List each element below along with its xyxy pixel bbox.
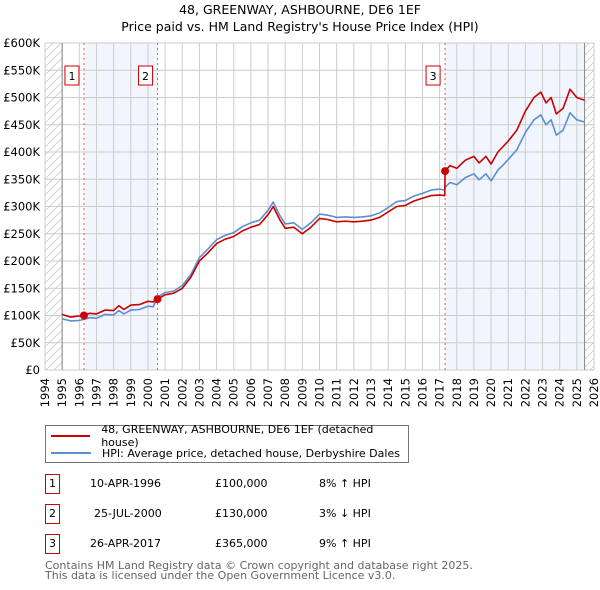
x-tick-label: 2011 — [330, 378, 344, 407]
x-tick-label: 2013 — [364, 378, 378, 407]
x-tick-label: 2018 — [450, 378, 464, 407]
x-tick-label: 2024 — [553, 378, 567, 407]
x-tick-label: 1994 — [38, 378, 52, 407]
series-group — [61, 88, 585, 322]
x-tick-label: 2019 — [467, 378, 481, 407]
y-tick-label: £500K — [3, 91, 40, 105]
sale-number: 3 — [45, 534, 60, 554]
sale-hpi-diff: 9% ↑ HPI — [319, 537, 371, 550]
x-tick-label: 2016 — [415, 378, 429, 407]
x-tick-label: 1999 — [124, 378, 138, 407]
legend-swatch-red — [51, 435, 91, 437]
y-tick-label: £50K — [11, 336, 41, 350]
x-tick-label: 2025 — [570, 378, 584, 407]
legend-item-hpi: HPI: Average price, detached house, Derb… — [46, 445, 400, 461]
y-tick-label: £600K — [3, 36, 40, 50]
sale-label-box — [64, 65, 80, 86]
sale-date: 26-APR-2017 — [90, 537, 162, 550]
chart-title: 48, GREENWAY, ASHBOURNE, DE6 1EF — [179, 2, 421, 17]
x-tick-label: 1998 — [107, 378, 121, 407]
x-tick-label: 1997 — [89, 378, 103, 407]
sale-row: 1 10-APR-1996 £100,000 8% ↑ HPI — [45, 474, 445, 494]
y-tick-label: £300K — [3, 200, 40, 214]
sale-number: 2 — [45, 504, 60, 524]
y-tick-label: £350K — [3, 172, 40, 186]
x-tick-label: 2022 — [518, 378, 532, 407]
legend-label: 48, GREENWAY, ASHBOURNE, DE6 1EF (detach… — [101, 423, 374, 449]
hpi-line — [62, 112, 585, 322]
x-tick-label: 2012 — [347, 378, 361, 407]
legend: 48, GREENWAY, ASHBOURNE, DE6 1EF (detach… — [45, 423, 409, 463]
sale-hpi-diff: 3% ↓ HPI — [319, 507, 371, 520]
sale-label-number: 3 — [430, 70, 437, 83]
sale-point — [79, 311, 88, 320]
y-tick-label: £550K — [3, 63, 40, 77]
sale-point — [153, 295, 162, 304]
x-tick-label: 2021 — [501, 378, 515, 407]
footer-copyright: Contains HM Land Registry data © Crown c… — [45, 559, 473, 572]
sale-label-number: 2 — [142, 70, 149, 83]
x-tick-label: 2010 — [313, 378, 327, 407]
sale-date: 25-JUL-2000 — [94, 507, 162, 520]
sale-hpi-diff: 8% ↑ HPI — [319, 477, 371, 490]
y-tick-label: £150K — [3, 281, 40, 295]
x-tick-label: 2002 — [175, 378, 189, 407]
x-tick-label: 2026 — [587, 378, 600, 407]
x-tick-label: 2017 — [433, 378, 447, 407]
sale-price: £100,000 — [215, 477, 268, 490]
x-tick-label: 2014 — [381, 378, 395, 407]
legend-label: HPI: Average price, detached house, Derb… — [102, 446, 400, 460]
sale-row: 3 26-APR-2017 £365,000 9% ↑ HPI — [45, 534, 445, 554]
sale-price: £130,000 — [215, 507, 268, 520]
price-chart: 1994 1995 1996 1997 1998 1999 2000 2001 2002 2003… — [3, 36, 600, 407]
x-tick-label: 2006 — [244, 378, 258, 407]
sale-price: £365,000 — [215, 537, 268, 550]
x-tick-label: 2001 — [158, 378, 172, 407]
y-tick-label: £0 — [25, 363, 40, 377]
property-price-line — [61, 88, 585, 318]
sale-label-box — [138, 65, 154, 86]
footer-licence: This data is licensed under the Open Gov… — [45, 569, 396, 582]
x-tick-label: 2007 — [261, 378, 275, 407]
x-tick-label: 2023 — [536, 378, 550, 407]
y-tick-label: £400K — [3, 145, 40, 159]
sale-number: 1 — [45, 474, 60, 494]
sale-point — [441, 167, 450, 176]
sale-date: 10-APR-1996 — [90, 477, 162, 490]
x-tick-label: 2003 — [192, 378, 206, 407]
chart-subtitle: Price paid vs. HM Land Registry's House … — [121, 19, 479, 34]
x-tick-label: 2004 — [210, 378, 224, 407]
sale-row: 2 25-JUL-2000 £130,000 3% ↓ HPI — [45, 504, 445, 524]
sale-label-number: 1 — [68, 70, 75, 83]
x-tick-label: 2000 — [141, 378, 155, 407]
sale-label-box — [425, 65, 441, 86]
y-tick-label: £250K — [3, 227, 40, 241]
y-tick-label: £200K — [3, 254, 40, 268]
x-tick-label: 2008 — [278, 378, 292, 407]
x-tick-label: 2005 — [227, 378, 241, 407]
y-tick-label: £450K — [3, 118, 40, 132]
x-tick-label: 2009 — [295, 378, 309, 407]
legend-swatch-blue — [51, 452, 91, 454]
x-tick-label: 1996 — [72, 378, 86, 407]
legend-item-property: 48, GREENWAY, ASHBOURNE, DE6 1EF (detach… — [46, 423, 408, 449]
x-tick-label: 2020 — [484, 378, 498, 407]
x-tick-label: 2015 — [398, 378, 412, 407]
y-tick-label: £100K — [3, 309, 40, 323]
x-tick-label: 1995 — [55, 378, 69, 407]
